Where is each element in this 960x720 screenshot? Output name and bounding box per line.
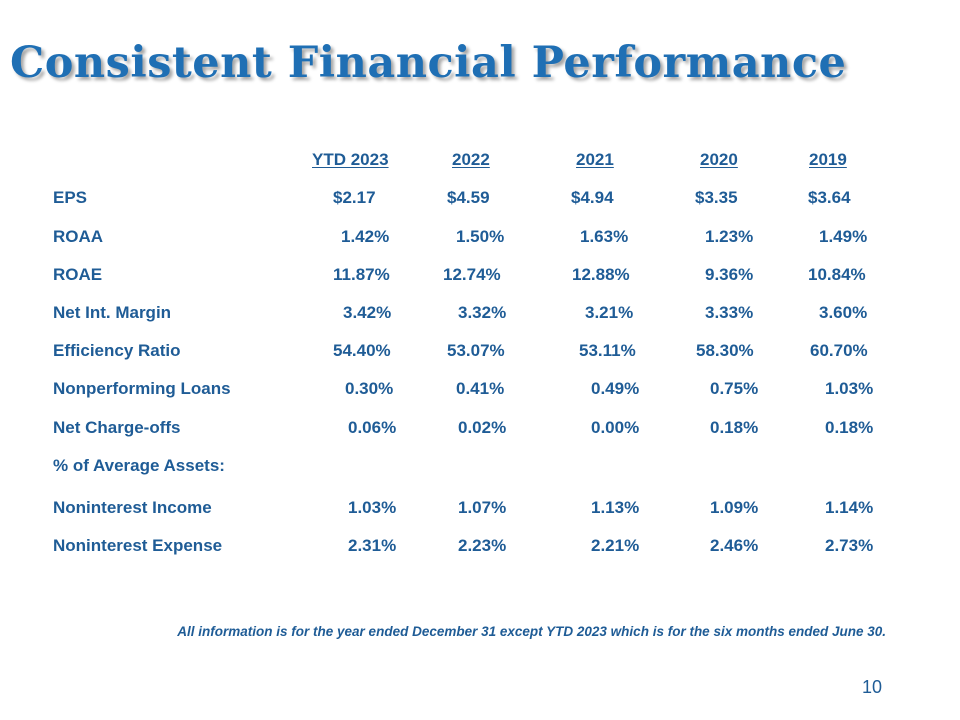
table-cell: $3.35 [695,188,738,207]
table-cell: 0.30% [345,379,394,398]
column-header: 2020 [700,150,738,169]
table-cell: 12.74% [443,265,501,284]
table-cell: 1.50% [456,227,505,246]
table-cell: 0.06% [348,418,397,437]
column-header: 2021 [576,150,614,169]
table-cell: 53.07% [447,341,505,360]
section-label: % of Average Assets: [53,456,225,475]
table-cell: $3.64 [808,188,851,207]
table-cell: 2.73% [825,536,874,555]
table-cell: 9.36% [705,265,754,284]
table-cell: 11.87% [333,265,390,284]
column-header: 2022 [452,150,490,169]
row-label: Net Charge-offs [53,418,181,437]
table-cell: $4.94 [571,188,614,207]
table-cell: 0.00% [591,418,640,437]
table-cell: $2.17 [333,188,376,207]
table-cell: 1.23% [705,227,754,246]
table-cell: 10.84% [808,265,866,284]
row-label: EPS [53,188,88,207]
table-cell: 2.31% [348,536,397,555]
page-number: 10 [862,677,883,697]
table-cell: 54.40% [333,341,391,360]
row-label: ROAA [53,227,104,246]
table-cell: 3.42% [343,303,392,322]
table-cell: 0.75% [710,379,759,398]
table-cell: 1.09% [710,498,759,517]
table-cell: 0.49% [591,379,640,398]
table-cell: 3.33% [705,303,754,322]
table-cell: 0.41% [456,379,505,398]
table-cell: 1.63% [580,227,629,246]
table-cell: 2.46% [710,536,759,555]
table-cell: 0.18% [710,418,759,437]
table-cell: $4.59 [447,188,490,207]
table-cell: 3.21% [585,303,634,322]
slide-title: Consistent Financial Performance [10,38,847,88]
table-cell: 1.13% [591,498,640,517]
row-label: Noninterest Income [53,498,212,517]
table-cell: 1.03% [825,379,874,398]
table-cell: 1.14% [825,498,874,517]
table-cell: 2.23% [458,536,507,555]
table-cell: 3.60% [819,303,868,322]
table-cell: 1.42% [341,227,390,246]
column-header: 2019 [809,150,847,169]
row-label: Efficiency Ratio [53,341,181,360]
table-cell: 3.32% [458,303,507,322]
table-cell: 53.11% [579,341,636,360]
row-label: Nonperforming Loans [53,379,231,398]
table-cell: 1.49% [819,227,868,246]
table-cell: 0.18% [825,418,874,437]
table-cell: 58.30% [696,341,754,360]
table-cell: 1.07% [458,498,507,517]
column-header: YTD 2023 [312,150,389,169]
row-label: Net Int. Margin [53,303,172,322]
table-cell: 12.88% [572,265,630,284]
footnote: All information is for the year ended De… [177,624,886,639]
table-cell: 2.21% [591,536,640,555]
table-cell: 0.02% [458,418,507,437]
table-cell: 1.03% [348,498,397,517]
row-label: Noninterest Expense [53,536,223,555]
table-cell: 60.70% [810,341,868,360]
row-label: ROAE [53,265,103,284]
